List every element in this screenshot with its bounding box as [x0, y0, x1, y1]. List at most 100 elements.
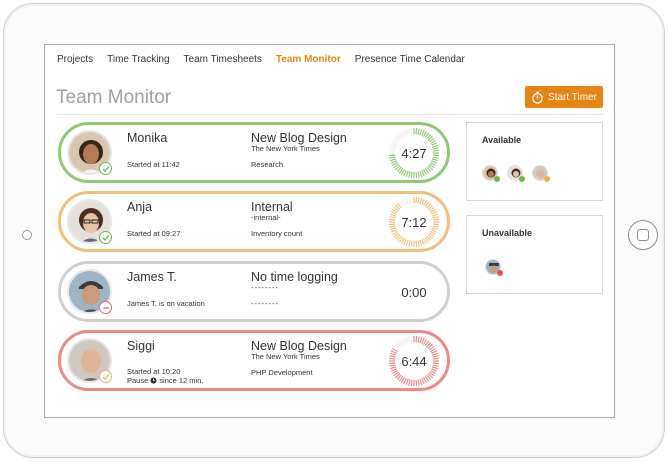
timer-tick: [400, 200, 406, 206]
avatar[interactable]: [482, 165, 498, 181]
project-name: Internal: [251, 200, 293, 214]
timer-tick: [424, 376, 430, 382]
member-started: Started at 09:27: [127, 229, 181, 238]
timer-tick: [431, 213, 438, 217]
timer-tick: [432, 357, 439, 360]
timer-tick: [426, 134, 432, 140]
divider: [56, 114, 603, 115]
timer-tick: [424, 340, 430, 346]
timer-tick: [431, 142, 438, 146]
timer-tick: [390, 350, 397, 354]
timer-tick: [396, 166, 402, 172]
timer-tick: [400, 377, 406, 383]
timer-tick: [417, 197, 420, 204]
timer-tick: [389, 223, 396, 226]
avatar[interactable]: [507, 165, 523, 181]
timer-tick: [390, 142, 397, 146]
timer-tick: [389, 156, 396, 159]
nav-item-presence-time-calendar[interactable]: Presence Time Calendar: [354, 54, 465, 65]
home-button[interactable]: [628, 220, 658, 250]
timer-tick: [415, 197, 418, 204]
avatar[interactable]: [485, 259, 501, 275]
available-badge-icon: [99, 231, 112, 244]
timer-tick: [426, 166, 432, 172]
timer-tick: [403, 378, 407, 385]
timer-tick: [410, 128, 413, 135]
timer-tick: [431, 211, 438, 215]
member-status-text: James T. is on vacation: [127, 299, 205, 308]
timer-tick: [393, 371, 399, 377]
timer-tick: [390, 160, 397, 164]
timer-tick: [426, 374, 432, 380]
timer-tick: [392, 161, 398, 167]
timer-tick: [432, 362, 439, 365]
timer-tick: [421, 337, 425, 344]
timer-tick: [431, 229, 438, 233]
timer-tick: [408, 379, 411, 386]
timer-tick: [403, 198, 407, 205]
timer-tick: [390, 352, 397, 356]
timer-tick: [419, 198, 423, 205]
timer-tick: [403, 337, 407, 344]
nav-item-projects[interactable]: Projects: [57, 54, 94, 65]
timer-tick: [396, 235, 402, 241]
nav-item-time-tracking[interactable]: Time Tracking: [107, 54, 170, 65]
timer-tick: [410, 197, 413, 204]
timer-tick: [419, 170, 423, 177]
pause-info: Pause since 12 min.: [127, 376, 203, 385]
timer-tick: [389, 362, 396, 365]
timer-tick: [424, 168, 430, 174]
timer-tick: [432, 218, 439, 221]
timer-tick: [430, 161, 436, 167]
timer-tick: [430, 208, 436, 214]
nav-item-team-timesheets[interactable]: Team Timesheets: [183, 54, 262, 65]
timer-tick: [417, 128, 420, 135]
start-timer-button[interactable]: Start Timer: [525, 86, 603, 108]
timer-tick: [392, 347, 398, 353]
timer-tick: [419, 378, 423, 385]
timer-tick: [408, 128, 411, 135]
avatar: [67, 130, 112, 175]
pause-label: Pause: [127, 376, 149, 385]
timer-tick: [410, 240, 413, 247]
avatar: [67, 199, 112, 244]
timer-tick: [389, 364, 396, 367]
timer-tick: [405, 378, 409, 385]
available-title: Available: [482, 135, 522, 145]
task-name: PHP Development: [251, 368, 313, 377]
timer-tick: [431, 160, 438, 164]
timer-tick: [429, 137, 435, 143]
member-name: James T.: [127, 270, 177, 284]
nav-item-team-monitor[interactable]: Team Monitor: [275, 54, 341, 65]
timer-tick: [431, 368, 438, 372]
timer-tick: [398, 237, 404, 243]
timer-tick: [398, 168, 404, 174]
team-member-card[interactable]: James T. James T. is on vacation No time…: [58, 261, 450, 322]
timer-tick: [389, 225, 396, 228]
timer-tick: [415, 171, 418, 178]
team-member-card[interactable]: Siggi Started at 10:20 Pause since 12 mi…: [58, 330, 450, 391]
avatar[interactable]: [532, 165, 548, 181]
timer-tick: [405, 129, 409, 136]
team-member-card[interactable]: Anja Started at 09:27 Internal -internal…: [58, 191, 450, 252]
timer-tick: [431, 366, 438, 370]
client-name: -internal-: [251, 213, 281, 222]
timer-tick: [415, 128, 418, 135]
timer-value: 4:27: [401, 145, 427, 161]
camera-icon: [22, 230, 32, 240]
timer-tick: [400, 131, 406, 137]
timer-tick: [421, 239, 425, 246]
timer-tick: [390, 144, 397, 148]
team-member-card[interactable]: Monika Started at 11:42 New Blog Design …: [58, 122, 450, 183]
timer-tick: [390, 368, 397, 372]
unavailable-dot-icon: [497, 270, 503, 276]
timer-tick: [426, 203, 432, 209]
timer-tick: [417, 379, 420, 386]
available-panel: Available: [466, 122, 603, 201]
member-started: Started at 10:20: [127, 367, 181, 376]
timer-tick: [410, 336, 413, 343]
timer-tick: [393, 163, 399, 169]
timer-tick: [427, 135, 433, 141]
timer-tick: [396, 374, 402, 380]
timer-tick: [424, 201, 430, 207]
